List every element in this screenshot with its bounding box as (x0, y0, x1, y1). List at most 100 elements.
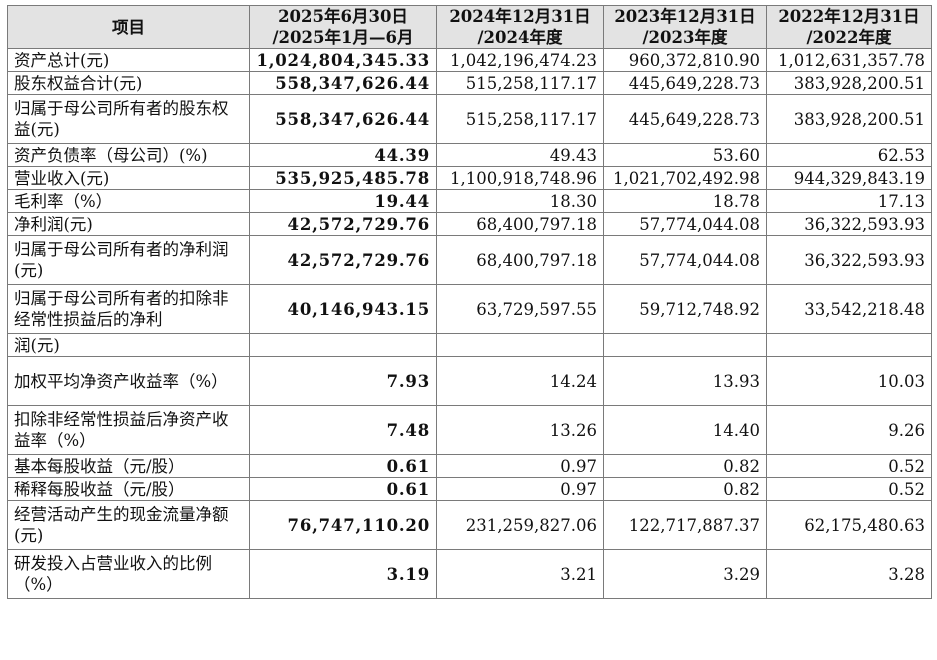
table-row: 加权平均净资产收益率（%） 7.93 14.24 13.93 10.03 (7, 356, 932, 406)
value-2024: 515,258,117.17 (436, 94, 604, 144)
value-2024: 515,258,117.17 (436, 71, 604, 95)
value-2025: 7.93 (249, 356, 437, 406)
value-2023: 122,717,887.37 (603, 500, 767, 550)
value-2022: 62,175,480.63 (766, 500, 932, 550)
header-item: 项目 (7, 5, 250, 49)
header-2024: 2024年12月31日/2024年度 (436, 5, 604, 49)
value-2022: 33,542,218.48 (766, 284, 932, 334)
table-row: 营业收入(元) 535,925,485.78 1,100,918,748.96 … (7, 166, 932, 190)
table-row: 资产负债率（母公司）(%) 44.39 49.43 53.60 62.53 (7, 143, 932, 167)
value-2022: 36,322,593.93 (766, 235, 932, 285)
value-2024: 49.43 (436, 143, 604, 167)
table-row: 股东权益合计(元) 558,347,626.44 515,258,117.17 … (7, 71, 932, 95)
value-2025 (249, 333, 437, 357)
header-2025: 2025年6月30日/2025年1月—6月 (249, 5, 437, 49)
value-2022: 0.52 (766, 477, 932, 501)
value-2022: 10.03 (766, 356, 932, 406)
value-2024: 3.21 (436, 549, 604, 599)
row-label: 研发投入占营业收入的比例（%） (7, 549, 250, 599)
table-row-continuation: 润(元) (7, 333, 932, 357)
value-2023: 445,649,228.73 (603, 94, 767, 144)
value-2025: 76,747,110.20 (249, 500, 437, 550)
table-row: 研发投入占营业收入的比例（%） 3.19 3.21 3.29 3.28 (7, 549, 932, 599)
value-2025: 19.44 (249, 189, 437, 213)
table-row: 归属于母公司所有者的净利润(元) 42,572,729.76 68,400,79… (7, 235, 932, 285)
row-label: 加权平均净资产收益率（%） (7, 356, 250, 406)
value-2023: 53.60 (603, 143, 767, 167)
row-label: 归属于母公司所有者的净利润(元) (7, 235, 250, 285)
value-2022: 1,012,631,357.78 (766, 48, 932, 72)
value-2022: 383,928,200.51 (766, 71, 932, 95)
value-2022: 17.13 (766, 189, 932, 213)
row-label: 净利润(元) (7, 212, 250, 236)
table-row: 归属于母公司所有者的扣除非经常性损益后的净利 40,146,943.15 63,… (7, 284, 932, 334)
value-2024: 13.26 (436, 405, 604, 455)
value-2025: 535,925,485.78 (249, 166, 437, 190)
row-label: 经营活动产生的现金流量净额(元) (7, 500, 250, 550)
row-label: 归属于母公司所有者的扣除非经常性损益后的净利 (7, 284, 250, 334)
row-label: 资产负债率（母公司）(%) (7, 143, 250, 167)
value-2022: 944,329,843.19 (766, 166, 932, 190)
value-2022: 3.28 (766, 549, 932, 599)
header-row: 项目 2025年6月30日/2025年1月—6月 2024年12月31日/202… (7, 5, 932, 49)
table-row: 净利润(元) 42,572,729.76 68,400,797.18 57,77… (7, 212, 932, 236)
value-2022: 9.26 (766, 405, 932, 455)
row-label: 资产总计(元) (7, 48, 250, 72)
table-row: 归属于母公司所有者的股东权益(元) 558,347,626.44 515,258… (7, 94, 932, 144)
table-row: 经营活动产生的现金流量净额(元) 76,747,110.20 231,259,8… (7, 500, 932, 550)
value-2024: 231,259,827.06 (436, 500, 604, 550)
table-row: 毛利率（%） 19.44 18.30 18.78 17.13 (7, 189, 932, 213)
value-2025: 1,024,804,345.33 (249, 48, 437, 72)
value-2024 (436, 333, 604, 357)
value-2025: 44.39 (249, 143, 437, 167)
value-2024: 18.30 (436, 189, 604, 213)
value-2023: 445,649,228.73 (603, 71, 767, 95)
value-2024: 0.97 (436, 477, 604, 501)
table-row: 扣除非经常性损益后净资产收益率（%） 7.48 13.26 14.40 9.26 (7, 405, 932, 455)
value-2023: 0.82 (603, 477, 767, 501)
value-2023: 57,774,044.08 (603, 235, 767, 285)
value-2022: 62.53 (766, 143, 932, 167)
value-2023: 960,372,810.90 (603, 48, 767, 72)
value-2022: 0.52 (766, 454, 932, 478)
value-2022: 383,928,200.51 (766, 94, 932, 144)
table-row: 基本每股收益（元/股） 0.61 0.97 0.82 0.52 (7, 454, 932, 478)
row-label: 扣除非经常性损益后净资产收益率（%） (7, 405, 250, 455)
value-2025: 42,572,729.76 (249, 212, 437, 236)
row-label: 营业收入(元) (7, 166, 250, 190)
value-2023: 59,712,748.92 (603, 284, 767, 334)
value-2025: 558,347,626.44 (249, 71, 437, 95)
row-label: 稀释每股收益（元/股） (7, 477, 250, 501)
row-label: 毛利率（%） (7, 189, 250, 213)
value-2025: 42,572,729.76 (249, 235, 437, 285)
value-2025: 558,347,626.44 (249, 94, 437, 144)
value-2022 (766, 333, 932, 357)
value-2022: 36,322,593.93 (766, 212, 932, 236)
table-row: 稀释每股收益（元/股） 0.61 0.97 0.82 0.52 (7, 477, 932, 501)
header-2023: 2023年12月31日/2023年度 (603, 5, 767, 49)
value-2025: 7.48 (249, 405, 437, 455)
value-2025: 0.61 (249, 477, 437, 501)
value-2024: 68,400,797.18 (436, 212, 604, 236)
row-label: 润(元) (7, 333, 250, 357)
financial-summary-table: 项目 2025年6月30日/2025年1月—6月 2024年12月31日/202… (7, 5, 932, 599)
value-2024: 0.97 (436, 454, 604, 478)
value-2023: 1,021,702,492.98 (603, 166, 767, 190)
value-2023: 57,774,044.08 (603, 212, 767, 236)
value-2023: 3.29 (603, 549, 767, 599)
value-2024: 68,400,797.18 (436, 235, 604, 285)
row-label: 股东权益合计(元) (7, 71, 250, 95)
value-2025: 0.61 (249, 454, 437, 478)
value-2023: 0.82 (603, 454, 767, 478)
value-2025: 40,146,943.15 (249, 284, 437, 334)
value-2023: 18.78 (603, 189, 767, 213)
value-2024: 14.24 (436, 356, 604, 406)
value-2025: 3.19 (249, 549, 437, 599)
value-2024: 63,729,597.55 (436, 284, 604, 334)
value-2023: 13.93 (603, 356, 767, 406)
header-2022: 2022年12月31日/2022年度 (766, 5, 932, 49)
table-row: 资产总计(元) 1,024,804,345.33 1,042,196,474.2… (7, 48, 932, 72)
value-2023 (603, 333, 767, 357)
row-label: 归属于母公司所有者的股东权益(元) (7, 94, 250, 144)
value-2024: 1,042,196,474.23 (436, 48, 604, 72)
